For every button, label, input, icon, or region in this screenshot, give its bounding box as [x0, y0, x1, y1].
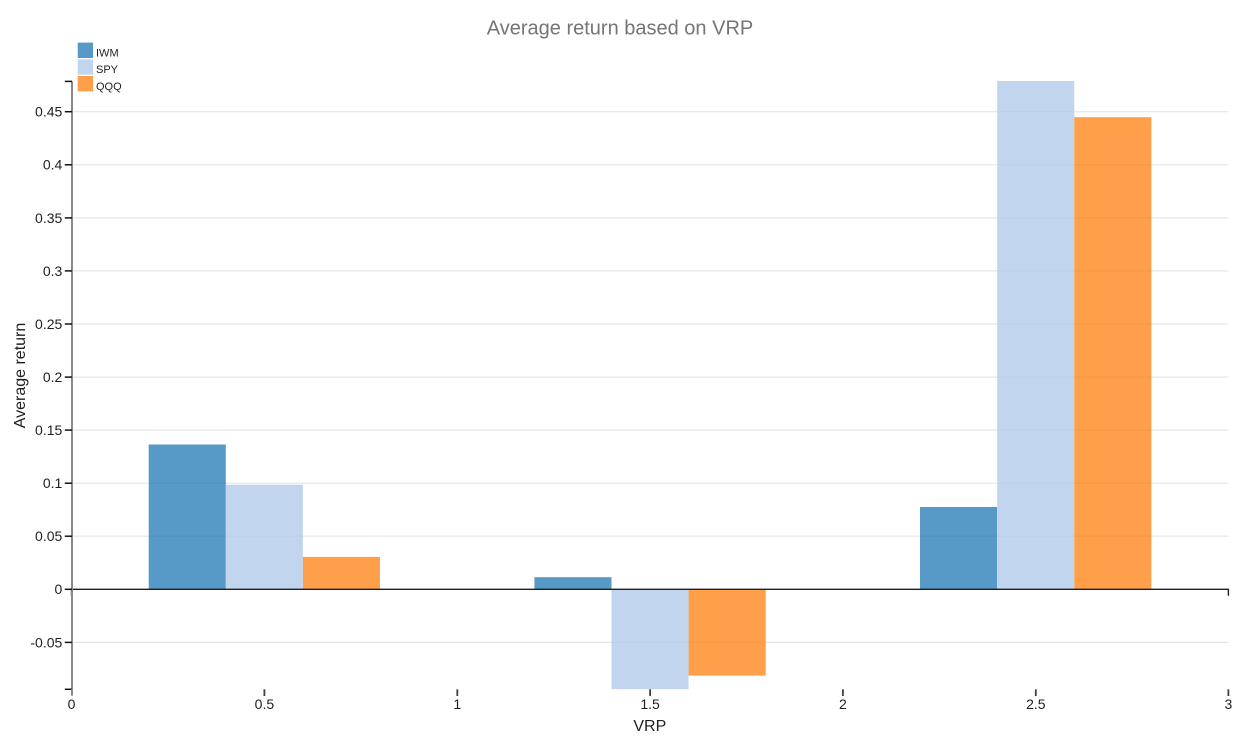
- svg-text:0.25: 0.25: [35, 316, 62, 332]
- svg-text:3: 3: [1225, 696, 1233, 712]
- svg-text:1: 1: [453, 696, 461, 712]
- svg-text:QQQ: QQQ: [96, 81, 122, 93]
- svg-text:0.05: 0.05: [35, 528, 62, 544]
- svg-text:0.45: 0.45: [35, 104, 62, 120]
- svg-text:2.5: 2.5: [1026, 696, 1046, 712]
- svg-text:0: 0: [55, 581, 63, 597]
- svg-text:0.3: 0.3: [43, 263, 63, 279]
- svg-text:0.15: 0.15: [35, 422, 62, 438]
- svg-text:0: 0: [68, 696, 76, 712]
- svg-text:0.4: 0.4: [43, 157, 63, 173]
- svg-text:0.5: 0.5: [255, 696, 275, 712]
- svg-text:IWM: IWM: [96, 47, 119, 59]
- svg-text:VRP: VRP: [633, 718, 666, 735]
- svg-text:Average return based on VRP: Average return based on VRP: [487, 17, 753, 39]
- svg-text:1.5: 1.5: [640, 696, 660, 712]
- svg-text:Average return: Average return: [12, 323, 29, 429]
- svg-text:0.1: 0.1: [43, 475, 63, 491]
- svg-text:0.35: 0.35: [35, 210, 62, 226]
- svg-text:-0.05: -0.05: [30, 634, 62, 650]
- svg-text:SPY: SPY: [96, 64, 119, 76]
- svg-text:0.2: 0.2: [43, 369, 63, 385]
- svg-text:2: 2: [839, 696, 847, 712]
